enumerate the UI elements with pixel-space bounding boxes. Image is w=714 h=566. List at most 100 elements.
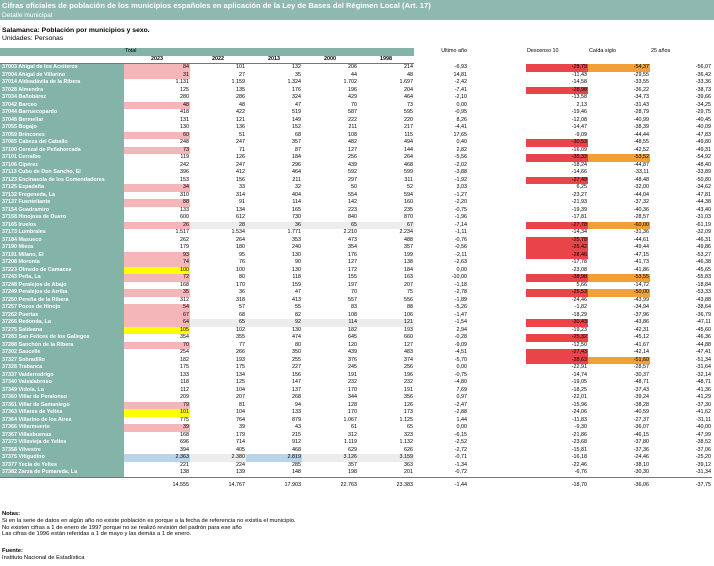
table-row: 37173 Lumbrales 1.517 1.534 1.771 2.210 2.234… [0, 229, 712, 237]
total-cell: 17.903 [246, 476, 302, 489]
metric-cell: -23,27 [571, 191, 587, 198]
total-cell: 14.767 [190, 476, 246, 489]
population-cell: 215 [292, 431, 301, 438]
metric-cell: 1,44 [456, 416, 468, 423]
metric-cell: -25,78 [526, 236, 588, 244]
metric-cell: -14,72 [633, 281, 649, 288]
population-cell: 28 [190, 221, 246, 229]
population-cell: 1.324 [287, 79, 302, 85]
population-cell: 354 [348, 244, 357, 250]
population-cell: 127 [348, 259, 357, 265]
population-cell: 72 [124, 274, 190, 282]
page-title: Cifras oficiales de población de los mun… [0, 0, 714, 11]
population-cell: 439 [348, 161, 357, 168]
population-cell: 280 [180, 94, 189, 100]
metric-cell: -2,10 [454, 94, 467, 100]
table-row: 37266 Redonda, La 64 65 92 114 121 -1,54 -30,43… [0, 319, 712, 327]
population-cell: 138 [404, 259, 413, 265]
metric-cell: 17,65 [453, 131, 468, 138]
metric-cell: -5,26 [454, 304, 467, 310]
population-cell: 136 [236, 124, 245, 130]
table-row: 37360 Villar de Peralonso 209 207 268 344 356… [0, 394, 712, 402]
metric-cell: -53,55 [588, 274, 650, 282]
population-cell: 660 [404, 334, 413, 340]
municipality-name: 37137 Fuenteliante [0, 199, 124, 207]
population-cell: 207 [236, 394, 245, 400]
metric-cell: -36,42 [695, 71, 711, 78]
total-cell: 23.383 [358, 476, 414, 489]
table-row: 37349 Vidola, La 112 104 137 170 191 7,69 -18,2… [0, 386, 712, 394]
table-row: 37034 Bañobárez 280 286 324 429 464 -2,10 -13,5… [0, 94, 712, 102]
metric-cell: 0,97 [456, 394, 468, 400]
population-cell: 879 [292, 416, 301, 423]
population-cell: 262 [180, 236, 189, 243]
metric-cell: -4,41 [454, 124, 467, 130]
population-cell: 163 [404, 274, 413, 280]
metric-cell: -44,44 [633, 131, 649, 138]
population-cell: 2.380 [190, 454, 246, 462]
population-cell: 128 [348, 401, 357, 408]
metric-cell: 0,00 [456, 266, 468, 273]
population-cell: 311 [404, 176, 413, 183]
municipality-name: 37257 Pozos de Hinojo [0, 304, 124, 312]
population-cell: 473 [348, 236, 357, 243]
population-cell: 144 [404, 146, 413, 153]
population-cell: 318 [236, 296, 245, 303]
metric-cell: -16,18 [571, 454, 587, 460]
population-cell: 196 [404, 371, 413, 378]
metric-cell: -31,03 [695, 214, 711, 220]
metric-cell: -38,52 [695, 439, 711, 445]
table-row: 37113 Cubo de Don Sancho, El 396 412 464 592… [0, 169, 712, 177]
table-row: 37375 Vitigudino 2.363 2.380 2.819 3.126 3.15… [0, 454, 712, 462]
population-cell: 170 [236, 281, 245, 288]
metric-cell: -47,15 [633, 251, 649, 258]
population-cell: 47 [295, 101, 301, 108]
header-row-total: Total Último año Descenso 10 Caída siglo… [0, 48, 712, 56]
population-cell: 60 [124, 131, 190, 139]
total-metric-cell: -18,70 [526, 476, 588, 489]
population-cell: 168 [180, 431, 189, 438]
metric-cell: -41,67 [633, 341, 649, 348]
population-cell: 1.132 [399, 439, 414, 445]
population-cell: 629 [348, 446, 357, 453]
population-cell: 50 [351, 184, 357, 190]
metric-cell: -25,32 [526, 334, 588, 342]
population-cell: 912 [292, 439, 301, 445]
population-cell: 211 [292, 176, 301, 183]
population-cell: 245 [348, 364, 357, 370]
population-cell: 142 [348, 199, 357, 205]
municipality-name: 37302 Saucelle [0, 349, 124, 357]
population-cell: 220 [404, 116, 413, 123]
table-row: 37132 Fregeneda, La 310 314 404 554 594 -1,27 -… [0, 191, 712, 199]
metric-cell: -0,75 [454, 371, 467, 378]
population-cell: 396 [180, 169, 189, 175]
metric-cell: -2,11 [455, 251, 467, 258]
metric-cell: -55,83 [695, 274, 711, 280]
metric-cell: -40,00 [695, 424, 711, 430]
population-cell: 180 [236, 244, 245, 250]
municipality-name: 37123 Encinasola de los Comendadores [0, 176, 124, 184]
metric-cell: -40,36 [633, 206, 649, 213]
population-cell: 61 [351, 424, 357, 430]
metric-cell: -5,70 [454, 356, 467, 363]
metric-cell: -39,66 [695, 94, 711, 100]
header-year: 2013 [246, 55, 302, 64]
metric-cell: -30,37 [633, 371, 649, 378]
metric-cell: -9,30 [574, 424, 587, 430]
population-cell: 68 [239, 311, 245, 318]
population-cell: 2.363 [124, 454, 190, 462]
population-cell: 482 [348, 139, 357, 145]
population-cell: 242 [180, 161, 189, 168]
population-cell: 412 [236, 169, 245, 175]
metric-cell: -27,49 [526, 176, 588, 184]
population-cell: 594 [404, 191, 413, 198]
population-cell: 39 [239, 424, 245, 430]
metric-cell: -18,25 [571, 386, 587, 393]
metric-cell: -47,11 [696, 319, 711, 325]
population-cell: 130 [292, 266, 301, 273]
municipality-name: 37028 Almendra [0, 86, 124, 94]
metric-cell: -28,63 [526, 356, 588, 364]
population-cell: 57 [239, 304, 245, 310]
population-cell: 83 [351, 304, 357, 310]
population-cell: 126 [236, 154, 245, 160]
